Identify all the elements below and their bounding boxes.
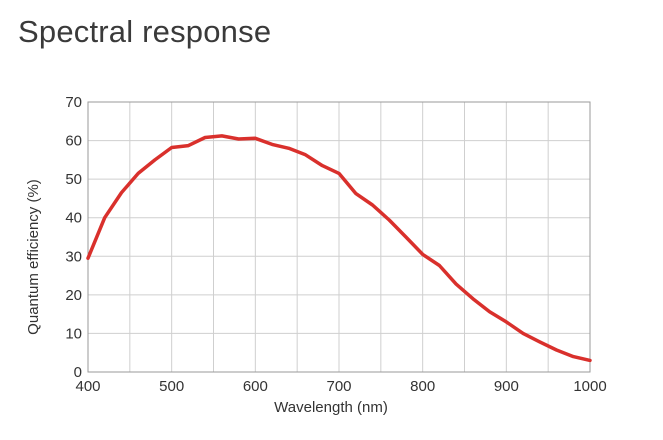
y-tick-label: 40 xyxy=(65,210,82,227)
x-tick-label: 500 xyxy=(159,378,184,395)
data-point xyxy=(287,147,290,150)
x-axis-label: Wavelength (nm) xyxy=(274,399,388,416)
data-point xyxy=(354,192,357,195)
y-tick-label: 30 xyxy=(65,248,82,265)
data-point xyxy=(572,355,575,358)
chart-title: Spectral response xyxy=(18,14,272,49)
y-tick-label: 0 xyxy=(74,364,82,381)
x-tick-label: 1000 xyxy=(573,378,606,395)
data-point xyxy=(371,203,374,206)
data-point xyxy=(170,146,173,149)
data-point xyxy=(589,359,592,362)
data-point xyxy=(338,172,341,175)
data-point xyxy=(153,158,156,161)
data-point xyxy=(321,164,324,167)
data-point xyxy=(471,297,474,300)
data-point xyxy=(254,137,257,140)
x-axis-ticks: 400 500 600 700 800 900 1000 xyxy=(75,378,606,395)
x-tick-label: 400 xyxy=(75,378,100,395)
data-point xyxy=(438,264,441,267)
data-point xyxy=(388,219,391,222)
data-point xyxy=(538,340,541,343)
data-point xyxy=(421,253,424,256)
y-tick-label: 50 xyxy=(65,171,82,188)
data-point xyxy=(87,257,90,260)
x-tick-label: 700 xyxy=(326,378,351,395)
data-point xyxy=(187,144,190,147)
data-point xyxy=(103,216,106,219)
grid xyxy=(88,102,590,372)
y-tick-label: 70 xyxy=(65,94,82,111)
x-tick-label: 600 xyxy=(243,378,268,395)
data-point xyxy=(137,172,140,175)
data-point xyxy=(271,143,274,146)
data-point xyxy=(220,134,223,137)
y-tick-label: 10 xyxy=(65,325,82,342)
y-axis-ticks: 0 10 20 30 40 50 60 70 xyxy=(65,94,82,381)
plot-frame xyxy=(87,101,591,373)
data-point xyxy=(555,349,558,352)
x-tick-label: 900 xyxy=(494,378,519,395)
data-point xyxy=(505,320,508,323)
data-point xyxy=(304,153,307,156)
qe-series-line xyxy=(86,134,592,363)
x-tick-label: 800 xyxy=(410,378,435,395)
y-tick-label: 20 xyxy=(65,287,82,304)
data-point xyxy=(455,283,458,286)
y-tick-label: 60 xyxy=(65,133,82,150)
data-point xyxy=(120,191,123,194)
data-point xyxy=(204,136,207,139)
data-point xyxy=(404,236,407,239)
data-point xyxy=(488,310,491,313)
data-point xyxy=(522,332,525,335)
data-point xyxy=(237,138,240,141)
y-axis-label: Quantum efficiency (%) xyxy=(25,179,42,335)
